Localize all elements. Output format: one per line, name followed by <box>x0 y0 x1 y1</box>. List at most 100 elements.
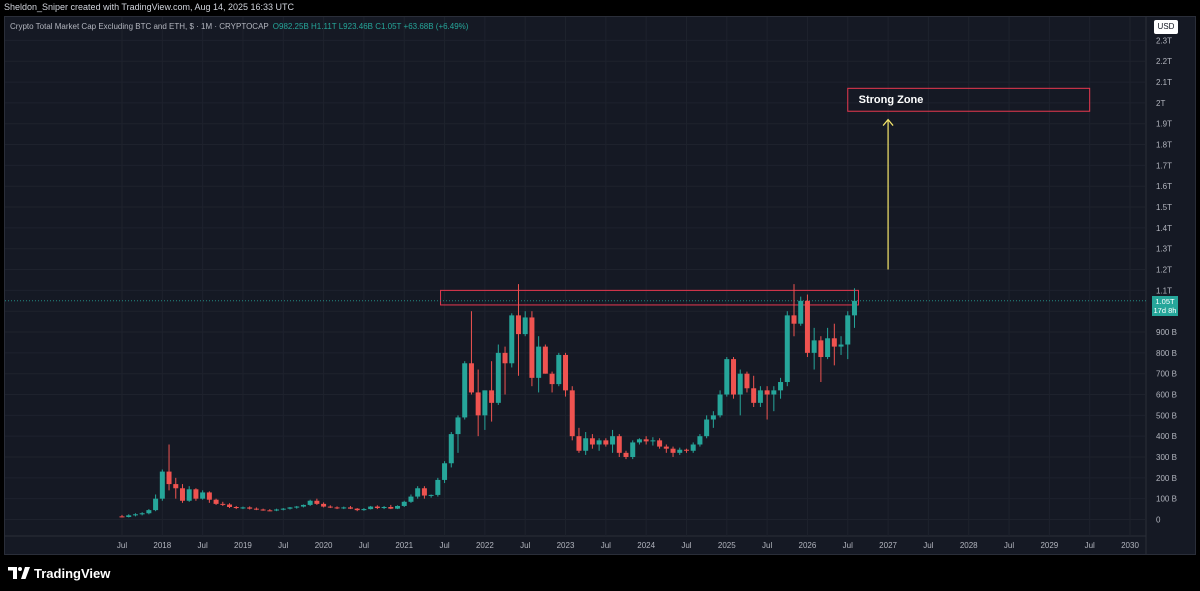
symbol-name: Crypto Total Market Cap Excluding BTC an… <box>10 22 269 31</box>
price-tick-label: 1.5T <box>1156 203 1172 212</box>
candle-body <box>421 488 427 496</box>
candle-body <box>509 315 515 364</box>
price-tick-label: 400 B <box>1156 432 1177 441</box>
time-tick-label: 2018 <box>153 541 171 550</box>
price-tick-label: 1.4T <box>1156 224 1172 233</box>
last-price-value: 1.05T <box>1155 297 1175 306</box>
candle-body <box>757 390 763 403</box>
candle-body <box>623 452 629 458</box>
time-tick-label: Jul <box>439 541 449 550</box>
candle-body <box>381 507 387 509</box>
candle-body <box>650 440 656 442</box>
candle-body <box>247 507 253 509</box>
up-arrow-head <box>882 118 894 126</box>
candle-body <box>462 363 468 418</box>
candle-body <box>368 506 374 510</box>
time-tick-label: Jul <box>601 541 611 550</box>
price-tick-label: 2.2T <box>1156 57 1172 66</box>
candle-body <box>845 315 851 345</box>
candle-body <box>321 503 327 507</box>
candle-body <box>710 415 716 420</box>
candle-body <box>690 444 696 451</box>
price-tick-label: 800 B <box>1156 349 1177 358</box>
price-tick-label: 1.2T <box>1156 266 1172 275</box>
candle-body <box>596 440 602 445</box>
candle-body <box>435 479 441 495</box>
candles <box>119 284 857 518</box>
price-tick-label: 700 B <box>1156 370 1177 379</box>
candle-body <box>569 390 575 437</box>
candle-body <box>260 509 266 511</box>
candle-body <box>200 492 206 499</box>
candle-body <box>347 507 353 509</box>
candle-body <box>448 434 454 464</box>
time-tick-label: Jul <box>520 541 530 550</box>
candle-body <box>159 471 165 499</box>
tradingview-logo[interactable]: TradingView <box>8 565 110 581</box>
grid <box>5 17 1147 555</box>
candle-body <box>630 442 636 458</box>
strong-zone-box <box>847 87 1091 112</box>
candlestick-chart[interactable]: 0 100 B 200 B 300 B 400 B 500 B 600 B 700 B 800 … <box>0 0 1200 556</box>
candle-body <box>166 471 172 485</box>
candle-body <box>798 300 804 324</box>
time-tick-label: 2027 <box>879 541 897 550</box>
tradingview-logo-icon <box>8 567 30 579</box>
time-tick-label: 2028 <box>960 541 978 550</box>
price-tick-label: 1.1T <box>1156 286 1172 295</box>
candle-body <box>274 509 280 511</box>
candle-body <box>636 439 642 443</box>
candle-body <box>831 338 837 347</box>
ohlc-values: O982.25B H1.11T L923.46B C1.05T +63.68B … <box>272 22 469 31</box>
candle-body <box>126 515 132 518</box>
price-axis[interactable]: 0 100 B 200 B 300 B 400 B 500 B 600 B 700 B 800 … <box>1156 36 1177 524</box>
candle-body <box>737 373 743 395</box>
time-tick-label: Jul <box>681 541 691 550</box>
candle-body <box>428 494 434 496</box>
time-tick-label: 2019 <box>234 541 252 550</box>
candle-body <box>583 438 589 451</box>
symbol-legend[interactable]: Crypto Total Market Cap Excluding BTC an… <box>10 22 468 31</box>
price-tick-label: 2.3T <box>1156 36 1172 45</box>
time-tick-label: Jul <box>1085 541 1095 550</box>
time-axis[interactable]: Jul 2018 Jul 2019 Jul 2020 Jul 2021 Jul 2022 Jul 20… <box>117 541 1140 550</box>
candle-body <box>374 506 380 509</box>
credit-bar: Sheldon_Sniper created with TradingView.… <box>0 0 1200 16</box>
candle-body <box>677 449 683 453</box>
currency-button[interactable]: USD <box>1154 20 1178 34</box>
candle-body <box>663 446 669 449</box>
candle-body <box>778 382 784 391</box>
candle-body <box>233 507 239 509</box>
candle-body <box>804 300 810 353</box>
candle-body <box>361 509 367 511</box>
time-tick-label: 2025 <box>718 541 736 550</box>
candle-body <box>495 352 501 403</box>
candle-body <box>173 484 179 489</box>
candle-body <box>475 392 481 416</box>
strong-zone-label: Strong Zone <box>858 94 924 106</box>
credit-text: Sheldon_Sniper created with TradingView.… <box>4 2 295 12</box>
candle-body <box>764 390 770 395</box>
candle-body <box>408 496 414 502</box>
zones <box>5 87 1146 306</box>
time-tick-label: Jul <box>762 541 772 550</box>
candle-body <box>489 390 495 403</box>
price-tick-label: 100 B <box>1156 495 1177 504</box>
candle-body <box>791 315 797 324</box>
candle-body <box>280 508 286 510</box>
price-tick-label: 500 B <box>1156 411 1177 420</box>
price-tick-label: 1.3T <box>1156 245 1172 254</box>
candle-body <box>697 436 703 445</box>
candle-body <box>401 501 407 506</box>
candle-body <box>771 390 777 395</box>
candle-body <box>744 373 750 389</box>
time-tick-label: Jul <box>359 541 369 550</box>
time-tick-label: 2020 <box>315 541 333 550</box>
candle-body <box>724 359 730 395</box>
price-tick-label: 0 <box>1156 516 1161 525</box>
candle-body <box>610 436 616 445</box>
candle-body <box>132 514 138 516</box>
candle-body <box>220 503 226 505</box>
candle-body <box>670 448 676 453</box>
bar-countdown: 17d 8h <box>1153 306 1177 315</box>
